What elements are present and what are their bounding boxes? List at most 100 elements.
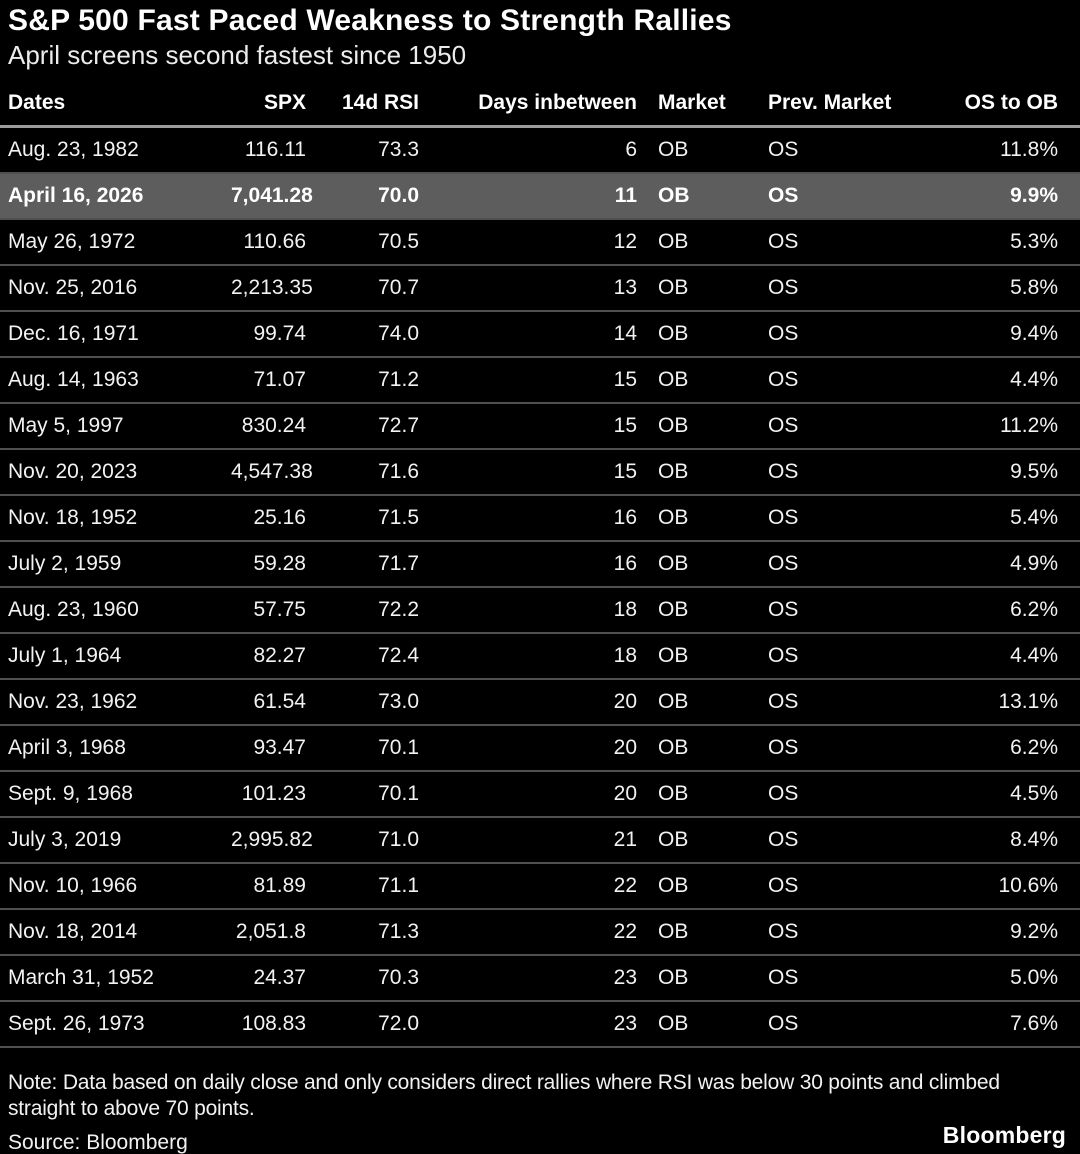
- table-cell: OS: [768, 184, 799, 207]
- table-cell: July 3, 2019: [8, 828, 122, 851]
- table-cell: OB: [658, 782, 689, 805]
- table-cell: 82.27: [253, 644, 306, 667]
- bloomberg-logo: Bloomberg: [942, 1122, 1066, 1148]
- table-cell: 5.0%: [1010, 966, 1058, 989]
- table-cell: 71.1: [378, 874, 419, 897]
- table-cell: OS: [768, 138, 799, 161]
- table-cell: OB: [658, 414, 689, 437]
- table-cell: 15: [613, 460, 637, 483]
- table-row: Nov. 10, 1966 81.89 71.1 22 OB OS 10.6%: [0, 863, 1080, 909]
- table-cell: Nov. 20, 2023: [8, 460, 138, 483]
- table-cell: Aug. 23, 1960: [8, 598, 139, 621]
- table-cell: 4.4%: [1010, 644, 1058, 667]
- table-cell: 13: [613, 276, 637, 299]
- table-cell: 70.5: [378, 230, 419, 253]
- chart-subtitle: April screens second fastest since 1950: [8, 40, 467, 70]
- table-cell: 10.6%: [998, 874, 1058, 897]
- table-cell: OS: [768, 276, 799, 299]
- table-cell: 20: [613, 690, 637, 713]
- table-cell: 18: [613, 644, 637, 667]
- table-cell: March 31, 1952: [8, 966, 154, 989]
- table-cell: 71.2: [378, 368, 419, 391]
- table-cell: OB: [658, 966, 689, 989]
- table-cell: OS: [768, 736, 799, 759]
- table-row: Nov. 18, 1952 25.16 71.5 16 OB OS 5.4%: [0, 495, 1080, 541]
- table-cell: April 3, 1968: [8, 736, 126, 759]
- table-cell: OB: [658, 552, 689, 575]
- table-cell: OS: [768, 690, 799, 713]
- table-cell: Dec. 16, 1971: [8, 322, 139, 345]
- table-row: Nov. 18, 2014 2,051.8 71.3 22 OB OS 9.2%: [0, 909, 1080, 955]
- table-body: Aug. 23, 1982 116.11 73.3 6 OB OS 11.8% April 1…: [0, 127, 1080, 1047]
- table-cell: 9.9%: [1010, 184, 1058, 207]
- table-cell: 4,547.38: [231, 460, 313, 483]
- table-cell: Nov. 23, 1962: [8, 690, 138, 713]
- table-cell: OS: [768, 1012, 799, 1035]
- table-cell: May 5, 1997: [8, 414, 124, 437]
- table-cell: Nov. 18, 1952: [8, 506, 138, 529]
- table-cell: OS: [768, 368, 799, 391]
- column-header-prev-market: Prev. Market: [768, 91, 892, 114]
- table-cell: 57.75: [253, 598, 306, 621]
- table-cell: 9.5%: [1010, 460, 1058, 483]
- table-cell: OB: [658, 368, 689, 391]
- table-cell: 2,213.35: [231, 276, 313, 299]
- table-cell: 101.23: [241, 782, 306, 805]
- table-cell: 71.5: [378, 506, 419, 529]
- table-cell: 20: [613, 736, 637, 759]
- table-cell: OB: [658, 828, 689, 851]
- table-cell: OS: [768, 414, 799, 437]
- table-cell: 72.0: [378, 1012, 419, 1035]
- table-cell: OS: [768, 552, 799, 575]
- table-cell: 72.2: [378, 598, 419, 621]
- table-cell: 5.3%: [1010, 230, 1058, 253]
- table-row: May 26, 1972 110.66 70.5 12 OB OS 5.3%: [0, 219, 1080, 265]
- table-cell: OS: [768, 644, 799, 667]
- table-cell: OB: [658, 230, 689, 253]
- table-cell: OB: [658, 276, 689, 299]
- table-cell: 5.4%: [1010, 506, 1058, 529]
- table-row: July 1, 1964 82.27 72.4 18 OB OS 4.4%: [0, 633, 1080, 679]
- table-cell: 71.7: [378, 552, 419, 575]
- table-cell: Sept. 9, 1968: [8, 782, 133, 805]
- table-row: Nov. 20, 2023 4,547.38 71.6 15 OB OS 9.5%: [0, 449, 1080, 495]
- table-cell: OS: [768, 966, 799, 989]
- table-row: Aug. 23, 1960 57.75 72.2 18 OB OS 6.2%: [0, 587, 1080, 633]
- table-cell: OB: [658, 138, 689, 161]
- table-cell: 7,041.28: [231, 184, 313, 207]
- table-cell: 61.54: [253, 690, 306, 713]
- table-cell: 73.0: [378, 690, 419, 713]
- table-cell: 23: [613, 1012, 637, 1035]
- table-row: Sept. 9, 1968 101.23 70.1 20 OB OS 4.5%: [0, 771, 1080, 817]
- table-cell: Aug. 14, 1963: [8, 368, 139, 391]
- table-cell: 6: [625, 138, 637, 161]
- table-row: Dec. 16, 1971 99.74 74.0 14 OB OS 9.4%: [0, 311, 1080, 357]
- table-cell: 20: [613, 782, 637, 805]
- table-cell: OS: [768, 828, 799, 851]
- table-cell: 12: [613, 230, 637, 253]
- table-cell: OS: [768, 598, 799, 621]
- table-cell: 15: [613, 368, 637, 391]
- table-row: April 16, 2026 7,041.28 70.0 11 OB OS 9.9%: [0, 173, 1080, 219]
- table-cell: 93.47: [253, 736, 306, 759]
- table-cell: July 1, 1964: [8, 644, 122, 667]
- table-cell: 23: [613, 966, 637, 989]
- table-header-row: Dates SPX 14d RSI Days inbetween Market …: [0, 91, 1080, 127]
- table-cell: Nov. 18, 2014: [8, 920, 138, 943]
- table-cell: 70.3: [378, 966, 419, 989]
- table-cell: OB: [658, 920, 689, 943]
- table-cell: July 2, 1959: [8, 552, 122, 575]
- table-cell: April 16, 2026: [8, 184, 144, 207]
- table-cell: OB: [658, 322, 689, 345]
- table-cell: 2,051.8: [235, 920, 306, 943]
- table-row: Aug. 23, 1982 116.11 73.3 6 OB OS 11.8%: [0, 127, 1080, 174]
- column-header-dates: Dates: [8, 91, 66, 114]
- chart-title: S&P 500 Fast Paced Weakness to Strength …: [8, 4, 732, 37]
- table-cell: OB: [658, 1012, 689, 1035]
- table-cell: 2,995.82: [231, 828, 313, 851]
- table-cell: 71.0: [378, 828, 419, 851]
- table-cell: 116.11: [244, 138, 306, 161]
- table-cell: 6.2%: [1010, 598, 1058, 621]
- column-header-os-to-ob: OS to OB: [964, 91, 1058, 114]
- table-cell: 14: [613, 322, 637, 345]
